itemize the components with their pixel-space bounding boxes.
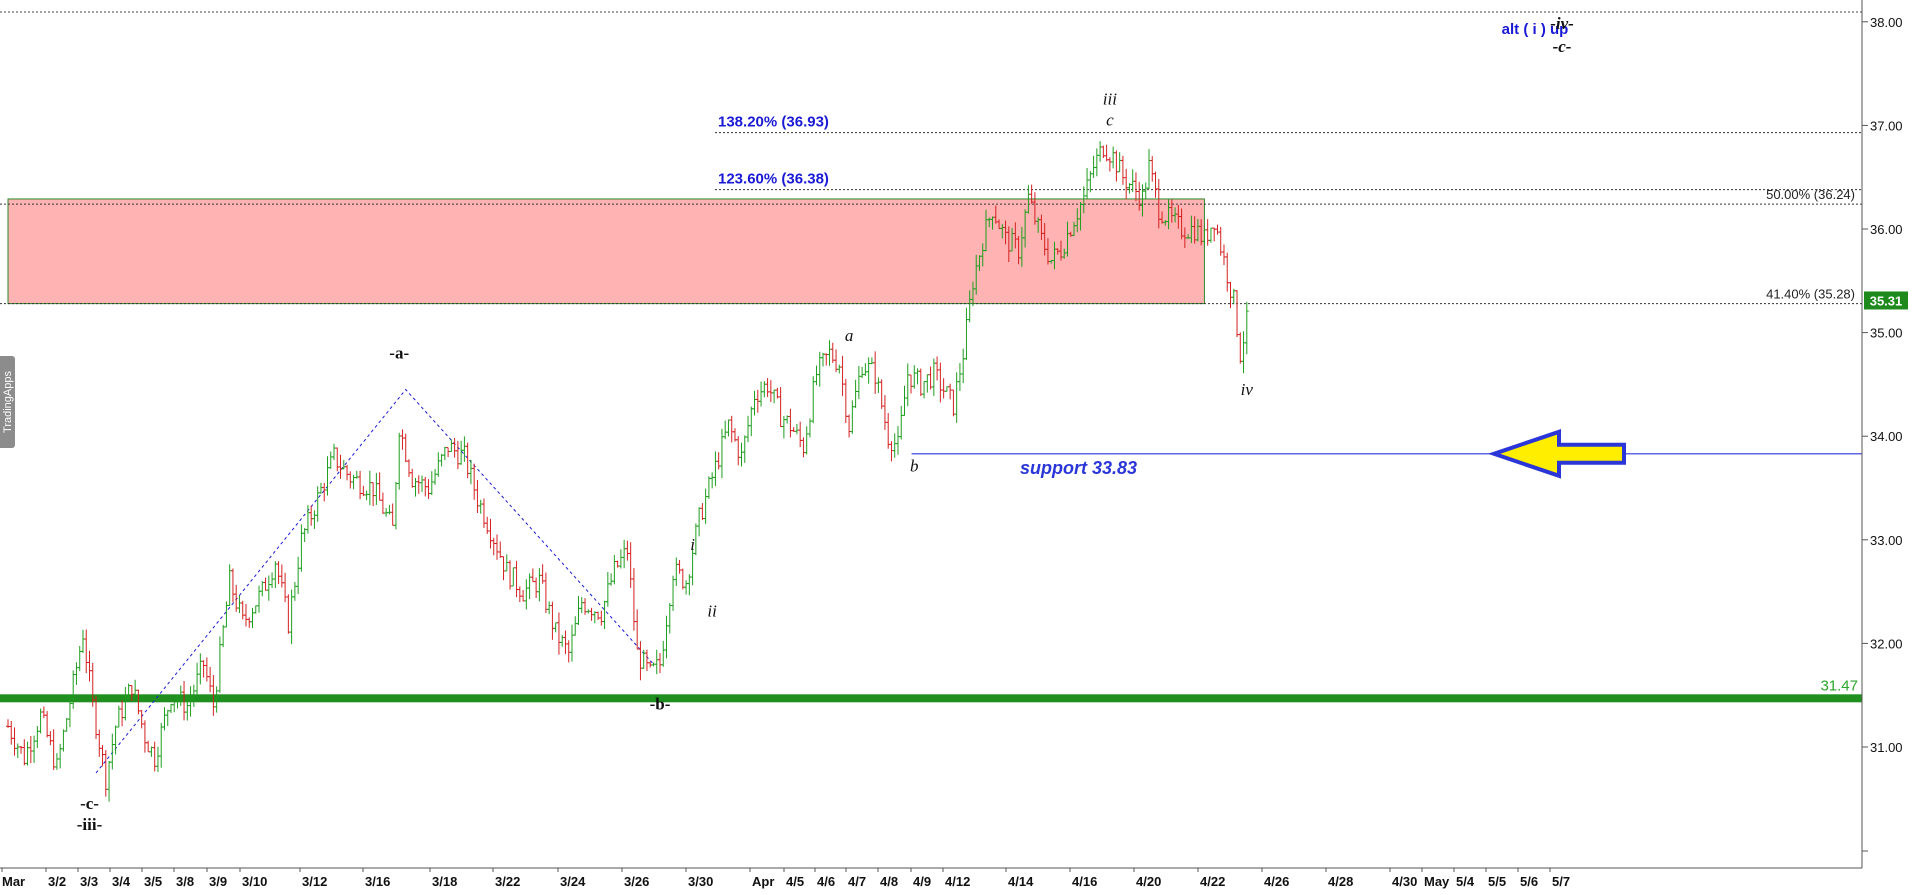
x-tick-label: 3/9 xyxy=(209,874,227,889)
green-line-label: 31.47 xyxy=(1820,677,1858,694)
x-tick-label: 5/5 xyxy=(1488,874,1506,889)
x-tick-label: 4/14 xyxy=(1008,874,1034,889)
x-tick-label: 4/26 xyxy=(1264,874,1289,889)
wave-path xyxy=(95,388,654,774)
y-tick-label: 37.00 xyxy=(1870,118,1903,133)
wave-label: a xyxy=(845,326,854,345)
wave-iv-label: -iv- xyxy=(1550,14,1574,33)
wave-label: -c- xyxy=(80,794,99,813)
x-tick-label: 3/4 xyxy=(112,874,131,889)
x-tick-label: 3/16 xyxy=(365,874,390,889)
fib-label: 123.60% (36.38) xyxy=(718,171,829,188)
x-tick-label: 3/8 xyxy=(176,874,194,889)
x-tick-label: May xyxy=(1424,874,1450,889)
x-tick-label: 4/30 xyxy=(1392,874,1417,889)
x-tick-label: 3/26 xyxy=(624,874,649,889)
x-tick-label: 4/12 xyxy=(945,874,970,889)
wave-c-label: -c- xyxy=(1553,37,1572,56)
x-tick-label: 3/3 xyxy=(80,874,98,889)
x-tick-label: 4/9 xyxy=(913,874,931,889)
alt-wave-label: alt ( i ) up xyxy=(1502,21,1569,38)
wave-label: -iii- xyxy=(77,815,103,834)
x-tick-label: 4/5 xyxy=(786,874,804,889)
x-tick-label: 3/2 xyxy=(48,874,66,889)
x-tick-label: 4/22 xyxy=(1200,874,1225,889)
y-tick-label: 36.00 xyxy=(1870,222,1903,237)
wave-label: ii xyxy=(707,601,717,620)
x-tick-label: 4/28 xyxy=(1328,874,1353,889)
wave-label: c xyxy=(1106,110,1114,129)
wave-label: -a- xyxy=(389,344,409,363)
resistance-zone xyxy=(7,198,1205,305)
y-tick-label: 38.00 xyxy=(1870,15,1903,30)
fib-label: 50.00% (36.24) xyxy=(1766,187,1855,202)
wave-label: b xyxy=(910,456,919,475)
x-tick-label: Apr xyxy=(752,874,774,889)
x-tick-label: 5/7 xyxy=(1552,874,1570,889)
x-tick-label: 3/24 xyxy=(560,874,586,889)
last-price-label: 35.31 xyxy=(1870,293,1903,308)
x-tick-label: 3/22 xyxy=(495,874,520,889)
x-tick-label: 5/6 xyxy=(1520,874,1538,889)
tradingapps-watermark: TradingApps xyxy=(0,356,15,448)
candle-bars xyxy=(6,141,1249,802)
x-tick-label: 4/6 xyxy=(817,874,835,889)
x-tick-label: 4/20 xyxy=(1136,874,1161,889)
y-tick-label: 34.00 xyxy=(1870,429,1903,444)
wave-label: i xyxy=(690,535,695,554)
x-tick-label: Mar xyxy=(2,874,25,889)
fib-label: 41.40% (35.28) xyxy=(1766,287,1855,302)
x-tick-label: 3/10 xyxy=(242,874,267,889)
last-price-badge xyxy=(1864,291,1908,310)
x-tick-label: 4/7 xyxy=(848,874,866,889)
x-tick-label: 3/18 xyxy=(432,874,457,889)
y-tick-label: 33.00 xyxy=(1870,533,1903,548)
green-support-line xyxy=(0,694,1862,703)
x-tick-label: 3/12 xyxy=(302,874,327,889)
wave-label: iii xyxy=(1103,90,1117,109)
y-tick-label: 32.00 xyxy=(1870,636,1903,651)
plot-area xyxy=(0,0,1862,868)
x-tick-label: 5/4 xyxy=(1456,874,1475,889)
support-arrow-icon xyxy=(1487,429,1626,479)
y-tick-label: 31.00 xyxy=(1870,740,1903,755)
support-label: support 33.83 xyxy=(1020,458,1137,478)
watermark-text: TradingApps xyxy=(1,371,14,433)
x-tick-label: 3/5 xyxy=(144,874,162,889)
fib-label: 138.20% (36.93) xyxy=(718,114,829,131)
x-tick-label: 4/16 xyxy=(1072,874,1097,889)
y-tick-label: 35.00 xyxy=(1870,326,1903,341)
wave-label: -b- xyxy=(650,695,671,714)
wave-label: iv xyxy=(1241,380,1254,399)
x-tick-label: 4/8 xyxy=(880,874,898,889)
x-tick-label: 3/30 xyxy=(688,874,713,889)
